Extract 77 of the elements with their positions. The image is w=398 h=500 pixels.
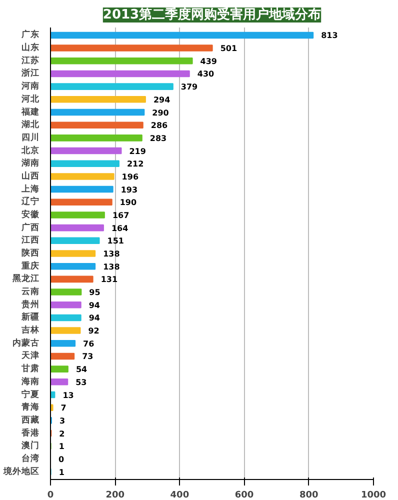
y-tick-label: 福建	[20, 106, 40, 118]
y-tick-label: 安徽	[22, 208, 40, 220]
data-label: 76	[83, 339, 95, 348]
x-tick-label: 600	[234, 490, 254, 500]
y-tick-label: 云南	[22, 286, 40, 298]
data-label: 501	[220, 44, 238, 54]
y-tick-label: 境外地区	[2, 466, 40, 477]
data-label: 138	[103, 262, 120, 272]
data-label: 430	[197, 70, 215, 79]
data-label: 0	[58, 454, 64, 464]
y-tick-label: 贵州	[20, 298, 40, 310]
y-tick-label: 香港	[20, 427, 40, 438]
data-label: 193	[120, 185, 138, 194]
y-tick-label: 辽宁	[20, 196, 40, 208]
y-tick-label: 陕西	[22, 248, 40, 258]
y-tick-label: 江西	[20, 234, 40, 246]
data-label: 95	[89, 288, 101, 298]
data-label: 131	[100, 275, 118, 284]
data-label: 379	[180, 82, 198, 92]
y-tick-label: 新疆	[20, 312, 40, 323]
y-tick-label: 甘肃	[20, 363, 40, 374]
y-tick-label: 北京	[20, 144, 40, 156]
y-tick-label: 青海	[20, 402, 40, 413]
y-tick-label: 广东	[20, 29, 40, 40]
data-label: 3	[59, 416, 66, 426]
x-tick-label: 400	[170, 490, 190, 500]
y-tick-label: 四川	[22, 132, 40, 143]
x-tick-label: 200	[106, 490, 125, 500]
y-tick-label: 天津	[20, 350, 40, 362]
y-tick-label: 广西	[20, 222, 40, 233]
data-label: 294	[153, 95, 171, 104]
data-label: 286	[150, 121, 168, 130]
y-tick-label: 河南	[20, 80, 40, 92]
data-label: 1	[58, 442, 65, 452]
data-label: 94	[88, 300, 100, 310]
data-label: 439	[200, 56, 218, 66]
y-tick-label: 上海	[20, 183, 40, 194]
y-tick-label: 湖南	[20, 158, 40, 169]
y-tick-label: 浙江	[20, 68, 40, 79]
y-tick-label: 澳门	[20, 440, 40, 452]
data-label: 73	[82, 352, 94, 362]
y-tick-label: 内蒙古	[12, 337, 40, 348]
data-label: 2	[59, 429, 65, 438]
data-label: 196	[122, 172, 139, 182]
y-tick-label: 吉林	[20, 324, 40, 336]
data-label: 1	[58, 468, 65, 477]
data-label: 283	[150, 134, 167, 143]
y-tick-label: 宁夏	[22, 388, 40, 400]
x-tick-label: 800	[300, 490, 318, 500]
data-label: 167	[112, 210, 130, 220]
data-label: 13	[62, 390, 74, 400]
y-tick-label: 台湾	[22, 452, 40, 464]
chart-title: 2013第二季度网购受害用户地域分布	[102, 6, 322, 22]
data-label: 53	[76, 378, 87, 387]
y-tick-label: 山西	[22, 170, 40, 182]
y-tick-label: 河北	[20, 93, 40, 104]
y-tick-label: 海南	[20, 376, 40, 387]
data-label: 813	[321, 31, 338, 40]
data-label: 151	[107, 236, 124, 246]
data-label: 190	[120, 198, 138, 208]
data-label: 290	[152, 108, 170, 118]
data-label: 212	[126, 160, 144, 169]
y-tick-label: 黑龙江	[12, 273, 40, 284]
y-tick-label: 山东	[22, 42, 40, 54]
data-label: 219	[129, 146, 146, 156]
y-tick-label: 西藏	[20, 414, 40, 426]
y-tick-label: 湖北	[20, 119, 40, 130]
x-tick-label: 0	[47, 490, 54, 500]
data-label: 164	[111, 224, 129, 233]
data-label: 138	[103, 250, 120, 258]
data-label: 92	[88, 326, 100, 336]
data-label: 54	[76, 365, 88, 374]
y-tick-label: 重庆	[20, 260, 40, 272]
data-label: 7	[60, 404, 66, 413]
x-tick-label: 1000	[360, 490, 386, 500]
data-label: 94	[88, 314, 100, 323]
y-tick-label: 江苏	[20, 54, 40, 66]
